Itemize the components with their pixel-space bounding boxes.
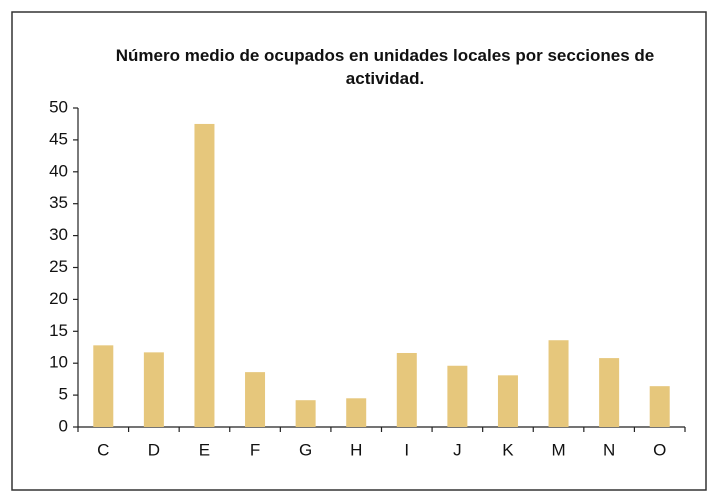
- y-tick-label: 20: [49, 289, 68, 308]
- bar: [447, 365, 468, 427]
- x-tick-label: E: [199, 440, 210, 459]
- bar: [143, 352, 164, 427]
- bar: [346, 398, 367, 427]
- y-tick-label: 40: [49, 161, 68, 180]
- bar: [194, 123, 215, 427]
- x-tick-label: K: [502, 440, 514, 459]
- y-tick-label: 35: [49, 193, 68, 212]
- bar: [649, 386, 670, 427]
- x-tick-label: F: [250, 440, 260, 459]
- y-tick-label: 50: [49, 97, 68, 116]
- x-tick-label: N: [603, 440, 615, 459]
- x-tick-label: I: [404, 440, 409, 459]
- chart-border: [11, 11, 707, 491]
- y-tick-label: 30: [49, 225, 68, 244]
- y-tick-label: 10: [49, 353, 68, 372]
- y-tick-label: 25: [49, 257, 68, 276]
- x-tick-label: J: [453, 440, 462, 459]
- x-tick-label: O: [653, 440, 666, 459]
- x-tick-label: C: [97, 440, 109, 459]
- bar: [93, 345, 114, 427]
- bar: [599, 358, 620, 427]
- y-tick-label: 5: [59, 385, 68, 404]
- bar: [548, 340, 569, 427]
- bar: [497, 375, 518, 427]
- bar: [295, 400, 316, 427]
- x-tick-label: D: [148, 440, 160, 459]
- chart-title: Número medio de ocupados en unidades loc…: [115, 46, 655, 88]
- y-tick-label: 45: [49, 129, 68, 148]
- x-tick-label: H: [350, 440, 362, 459]
- bar: [245, 372, 266, 427]
- y-tick-label: 15: [49, 321, 68, 340]
- x-tick-label: M: [551, 440, 565, 459]
- y-tick-label: 0: [59, 416, 68, 435]
- x-tick-label: G: [299, 440, 312, 459]
- bar: [396, 352, 417, 427]
